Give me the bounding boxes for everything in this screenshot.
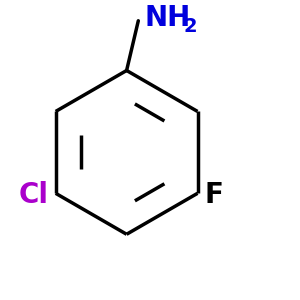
Text: F: F	[205, 181, 224, 209]
Text: 2: 2	[184, 16, 197, 35]
Text: NH: NH	[144, 4, 190, 32]
Text: Cl: Cl	[18, 181, 48, 209]
